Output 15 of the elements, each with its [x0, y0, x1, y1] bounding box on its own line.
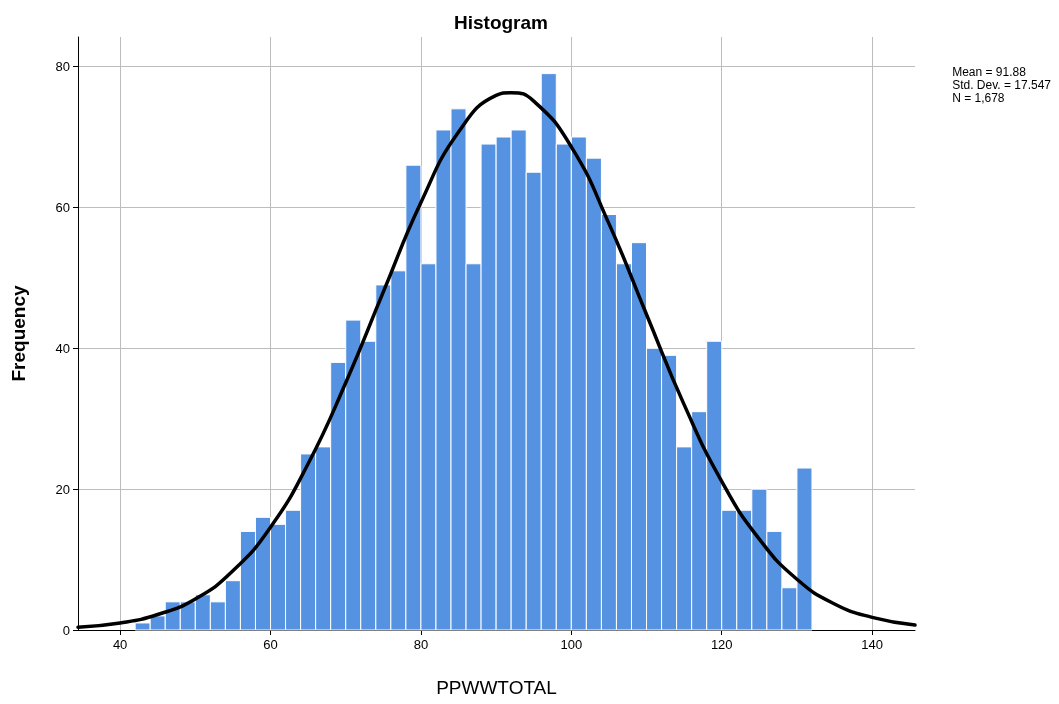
x-tick-label: 120 [710, 637, 733, 652]
y-tick-label: 20 [55, 481, 70, 497]
x-tick-label: 60 [263, 637, 278, 652]
x-tick-label: 140 [861, 637, 883, 652]
x-tick-label: 100 [560, 637, 583, 652]
y-axis-title: Frequency [8, 285, 29, 382]
y-tick-label: 80 [55, 59, 70, 75]
x-axis-title: PPWWTOTAL [436, 677, 557, 698]
x-tick-label: 80 [413, 637, 429, 652]
y-tick-label: 0 [62, 622, 70, 638]
chart-title: Histogram [454, 12, 548, 33]
text: Mean = 91.88 Std. Dev. = 17.547 N = 1,678 [952, 64, 1052, 105]
y-tick-label: 40 [55, 340, 70, 356]
x-tick-label: 40 [112, 637, 128, 652]
y-tick-label: 60 [55, 199, 70, 215]
